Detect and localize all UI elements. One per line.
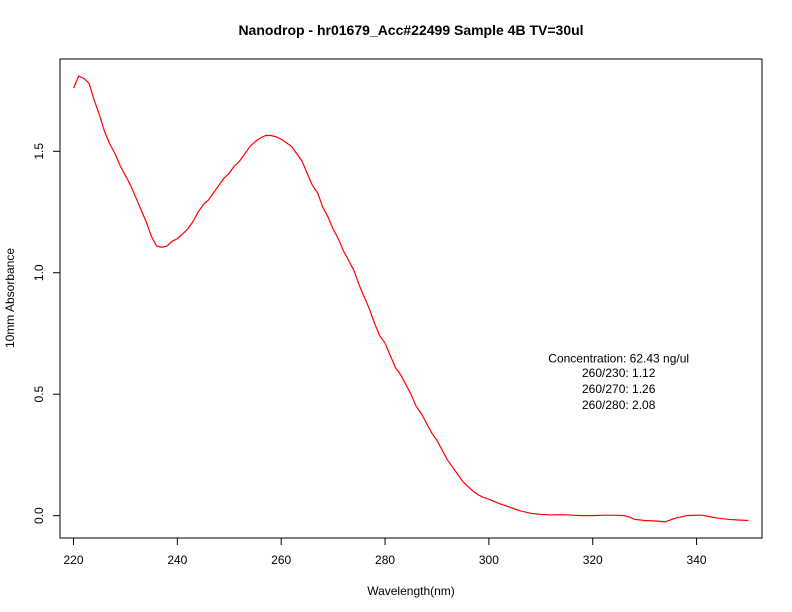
y-tick-label: 0.0 — [32, 507, 46, 524]
annotation-text: Concentration: 62.43 ng/ul — [548, 352, 689, 366]
absorbance-line — [72, 75, 749, 523]
x-tick-label: 220 — [63, 553, 83, 567]
x-tick-label: 300 — [479, 553, 499, 567]
series-group — [72, 75, 749, 523]
x-tick-label: 320 — [583, 553, 603, 567]
annotation-text: 260/230: 1.12 — [582, 366, 656, 380]
x-axis: 220 240 260 280 300 320 340 — [63, 538, 707, 567]
chart-title: Nanodrop - hr01679_Acc#22499 Sample 4B T… — [238, 22, 583, 38]
x-tick-label: 240 — [167, 553, 187, 567]
x-axis-label: Wavelength(nm) — [367, 584, 455, 598]
x-tick-label: 260 — [271, 553, 291, 567]
y-tick-label: 1.0 — [32, 264, 46, 281]
plot-frame — [59, 58, 763, 539]
x-tick-label: 280 — [375, 553, 395, 567]
y-axis: 0.0 0.5 1.0 1.5 — [32, 143, 60, 524]
y-tick-label: 0.5 — [32, 386, 46, 403]
x-tick-label: 340 — [687, 553, 707, 567]
y-axis-label: 10mm Absorbance — [3, 248, 17, 348]
y-tick-label: 1.5 — [32, 143, 46, 160]
annotation-text: 260/270: 1.26 — [582, 382, 656, 396]
annotation-text: 260/280: 2.08 — [582, 398, 656, 412]
